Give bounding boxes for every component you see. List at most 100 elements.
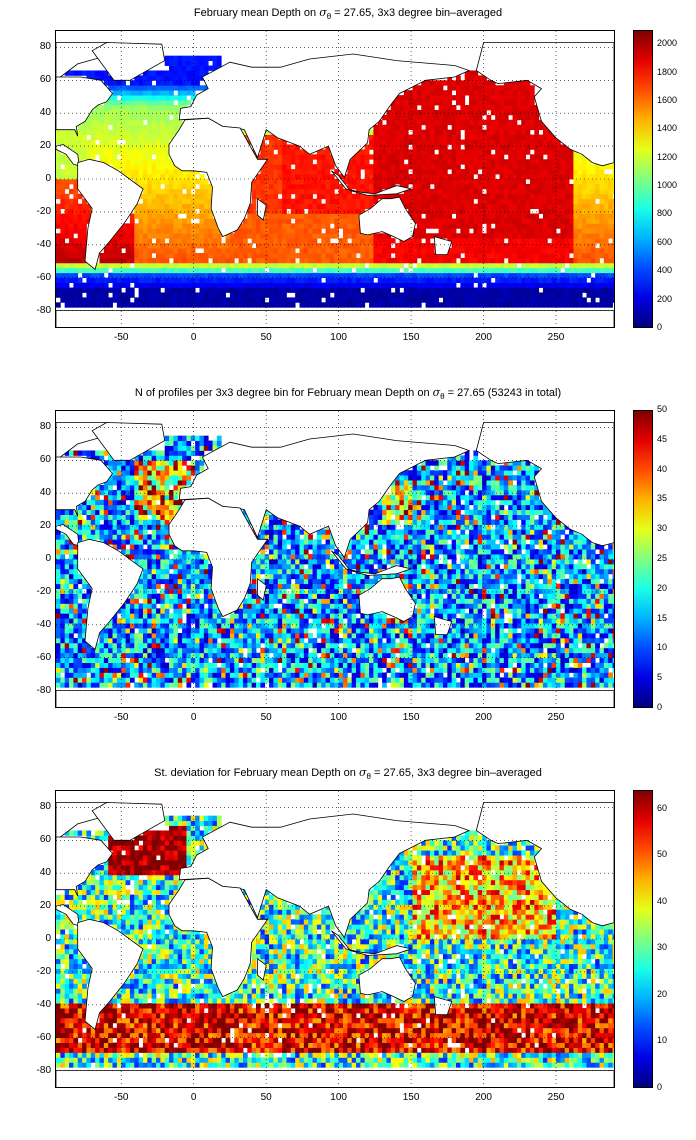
heatmap-cell — [525, 164, 531, 170]
heatmap-cell — [456, 174, 461, 180]
heatmap-cell — [599, 164, 605, 170]
heatmap-cell — [264, 134, 270, 140]
heatmap-cell — [138, 114, 144, 121]
heatmap-cell — [290, 228, 296, 234]
heatmap-cell — [482, 164, 487, 170]
heatmap-cell — [429, 193, 435, 200]
heatmap-cell — [134, 672, 140, 678]
heatmap-cell — [529, 105, 535, 111]
heatmap-cell — [164, 218, 170, 224]
heatmap-cell — [403, 302, 409, 308]
heatmap-cell — [451, 169, 457, 175]
heatmap-cell — [82, 662, 87, 668]
heatmap-cell — [377, 262, 383, 269]
heatmap-cell — [360, 277, 366, 283]
heatmap-cell — [521, 267, 526, 274]
heatmap-cell — [590, 203, 596, 209]
heatmap-cell — [69, 203, 74, 209]
heatmap-cell — [416, 109, 422, 116]
heatmap-cell — [564, 174, 570, 180]
heatmap-cell — [199, 267, 205, 274]
heatmap-cell — [490, 105, 496, 111]
heatmap-cell — [325, 144, 331, 150]
heatmap-cell — [473, 672, 479, 678]
heatmap-cell — [221, 287, 226, 293]
heatmap-cell — [138, 302, 144, 308]
heatmap-cell — [456, 109, 461, 116]
heatmap-cell — [434, 208, 440, 214]
heatmap-cell — [508, 188, 513, 195]
heatmap-cell — [608, 297, 613, 303]
heatmap-cell — [295, 174, 300, 180]
heatmap-cell — [156, 262, 161, 269]
heatmap-cell — [95, 114, 100, 121]
heatmap-cell — [408, 292, 413, 298]
heatmap-cell — [442, 183, 448, 190]
heatmap-cell — [495, 213, 500, 219]
heatmap-cell — [216, 238, 222, 244]
heatmap-cell — [195, 198, 200, 205]
heatmap-cell — [586, 218, 592, 224]
heatmap-cell — [377, 272, 383, 279]
heatmap-cell — [369, 302, 374, 308]
heatmap-cell — [156, 100, 161, 106]
heatmap-cell — [560, 287, 566, 293]
heatmap-cell — [125, 159, 131, 165]
heatmap-cell — [329, 198, 335, 205]
heatmap-cell — [495, 228, 500, 234]
heatmap-cell — [77, 287, 83, 293]
heatmap-cell — [212, 248, 218, 254]
heatmap-cell — [82, 253, 87, 259]
heatmap-cell — [177, 95, 183, 101]
heatmap-cell — [142, 134, 148, 140]
heatmap-cell — [556, 198, 561, 205]
heatmap-cell — [199, 60, 205, 66]
heatmap-cell — [286, 272, 292, 279]
heatmap-cell — [373, 169, 379, 175]
heatmap-cell — [403, 188, 409, 195]
heatmap-cell — [473, 124, 479, 131]
heatmap-cell — [421, 228, 426, 234]
heatmap-cell — [103, 267, 109, 274]
heatmap-cell — [77, 253, 83, 259]
heatmap-cell — [390, 149, 396, 155]
heatmap-cell — [542, 188, 548, 195]
heatmap-cell — [329, 682, 335, 688]
heatmap-cell — [90, 272, 96, 279]
heatmap-cell — [538, 149, 544, 155]
heatmap-cell — [451, 223, 457, 229]
heatmap-cell — [256, 223, 261, 229]
heatmap-cell — [142, 267, 148, 274]
heatmap-cell — [547, 154, 553, 160]
heatmap-cell — [195, 272, 200, 279]
heatmap-cell — [538, 682, 544, 688]
heatmap-cell — [129, 124, 135, 131]
heatmap-cell — [364, 179, 370, 185]
heatmap-cell — [408, 662, 413, 668]
heatmap-cell — [173, 262, 179, 269]
heatmap-cell — [203, 302, 209, 308]
heatmap-cell — [438, 114, 444, 121]
heatmap-cell — [525, 253, 531, 259]
heatmap-cell — [338, 292, 344, 298]
heatmap-cell — [342, 287, 348, 293]
heatmap-cell — [103, 144, 109, 150]
heatmap-cell — [490, 179, 496, 185]
heatmap-cell — [577, 228, 583, 234]
heatmap-cell — [469, 272, 474, 279]
heatmap-cell — [373, 243, 379, 249]
heatmap-cell — [247, 302, 253, 308]
heatmap-cell — [547, 203, 553, 209]
heatmap-cell — [90, 297, 96, 303]
heatmap-cell — [486, 80, 492, 86]
heatmap-cell — [73, 292, 79, 298]
heatmap-cell — [277, 223, 283, 229]
heatmap-cell — [295, 149, 300, 155]
heatmap-cell — [564, 277, 570, 283]
heatmap-cell — [86, 139, 92, 145]
heatmap-cell — [360, 164, 366, 170]
heatmap-cell — [286, 302, 292, 308]
heatmap-cell — [329, 302, 335, 308]
heatmap-cell — [64, 208, 70, 214]
heatmap-cell — [229, 662, 235, 668]
